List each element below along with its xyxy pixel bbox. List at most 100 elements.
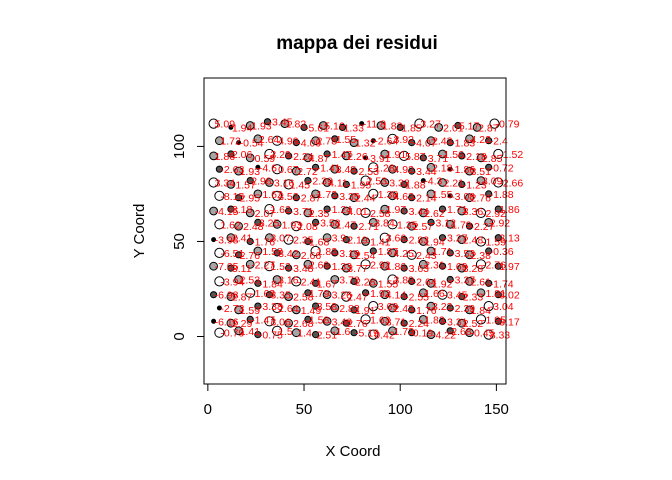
data-point (341, 206, 351, 216)
data-point (227, 205, 235, 213)
data-point (465, 166, 474, 176)
data-point (291, 250, 301, 260)
residual-label: 1.73 (394, 326, 415, 338)
data-point (215, 136, 224, 146)
data-point (418, 259, 428, 269)
data-point (426, 330, 436, 340)
data-point (388, 326, 397, 336)
data-point (476, 176, 486, 186)
data-point (400, 319, 408, 327)
data-point (254, 218, 262, 226)
residual-label: 2.51 (317, 330, 338, 342)
residual-label: 3.71 (386, 316, 407, 328)
residual-label: 2.76 (471, 193, 492, 205)
data-point (342, 180, 350, 188)
residual-label: 1.28 (374, 162, 395, 174)
residual-label: -2.01 (440, 122, 464, 134)
data-point (465, 134, 474, 144)
residual-label: -2.58 (367, 208, 391, 220)
data-point (485, 163, 493, 171)
data-point (322, 178, 332, 187)
y-axis-label: Y Coord (131, 204, 148, 259)
residual-label: 1.93 (240, 166, 261, 178)
residual-label: 1.97 (386, 204, 407, 216)
residual-label: 4.99 (278, 136, 299, 148)
residual-label: 4.25 (394, 248, 415, 260)
residual-label: -6.16 (215, 316, 239, 328)
residual-label: -0.79 (220, 328, 244, 340)
data-point (434, 123, 444, 132)
data-point (494, 205, 502, 213)
data-point (312, 331, 320, 339)
residual-label: 3.06 (270, 316, 291, 328)
residual-label: 3.52 (278, 191, 299, 203)
residual-label: 3.13 (499, 233, 520, 245)
residual-label: -2.92 (482, 208, 506, 220)
residual-label: -8.15 (220, 191, 244, 203)
data-point (226, 180, 236, 189)
ticks-layer: 0 50 100 150 0 50 100 (171, 134, 509, 418)
data-point (438, 234, 447, 242)
residual-label: -2.87 (297, 193, 321, 205)
residual-label: 3.89 (394, 275, 415, 287)
data-point (484, 218, 494, 227)
data-point (368, 301, 379, 312)
data-point (445, 219, 455, 229)
residual-label: 1.92 (432, 278, 453, 290)
data-point (349, 193, 359, 203)
residual-label: -3.46 (328, 316, 352, 328)
residual-label: -3.12 (432, 217, 456, 229)
residual-label: 2.64 (278, 303, 299, 315)
data-point (323, 205, 331, 213)
residual-label: 1.4 (297, 328, 312, 340)
data-point (380, 316, 390, 326)
data-point (283, 179, 294, 190)
residual-label: 2.69 (309, 259, 330, 271)
data-point (234, 221, 244, 231)
data-point (254, 279, 262, 287)
data-point (342, 236, 350, 244)
data-point (342, 319, 350, 327)
residual-label: -3.08 (451, 191, 475, 203)
residual-label: -3.35 (336, 191, 360, 203)
data-point (380, 204, 390, 214)
residual-label: 1.67 (317, 278, 338, 290)
residual-label: -2.66 (297, 250, 321, 262)
data-point (457, 235, 467, 245)
residual-label: 2.52 (463, 318, 484, 330)
residual-label: 3.42 (278, 248, 299, 260)
data-point (388, 303, 397, 313)
residual-label: 8.33 (490, 330, 511, 342)
data-point (418, 315, 428, 324)
data-point (208, 177, 219, 188)
residual-label: -6.98 (215, 290, 239, 302)
residual-label: -4.6 (259, 162, 277, 174)
residual-label: -2.07 (251, 208, 275, 220)
data-point (214, 219, 225, 230)
data-point (458, 293, 466, 301)
residual-label: -1.47 (328, 149, 352, 161)
data-point (291, 328, 301, 338)
data-point (387, 133, 398, 144)
residual-label: -1.95 (482, 314, 506, 326)
data-point (330, 164, 340, 174)
residual-label: -2.66 (499, 178, 523, 190)
data-point (246, 315, 254, 323)
data-point (418, 208, 428, 218)
data-point (312, 279, 320, 287)
residual-label: -3.45 (444, 290, 468, 302)
residual-label: -6.51 (220, 248, 244, 260)
residual-label: -1.87 (374, 246, 398, 258)
data-point (408, 139, 416, 147)
residual-label: -3.98 (215, 235, 239, 247)
residual-label: 2.35 (309, 208, 330, 220)
residual-label: 1.94 (232, 122, 253, 134)
residual-label: 2.41 (232, 233, 253, 245)
residual-label: 3.07 (270, 233, 291, 245)
data-point (362, 289, 370, 297)
data-point (272, 302, 283, 314)
residual-label: 2.64 (259, 134, 280, 146)
data-point (446, 327, 454, 335)
residual-label: 4.63 (394, 191, 415, 203)
residual-label: -0.72 (490, 162, 514, 174)
